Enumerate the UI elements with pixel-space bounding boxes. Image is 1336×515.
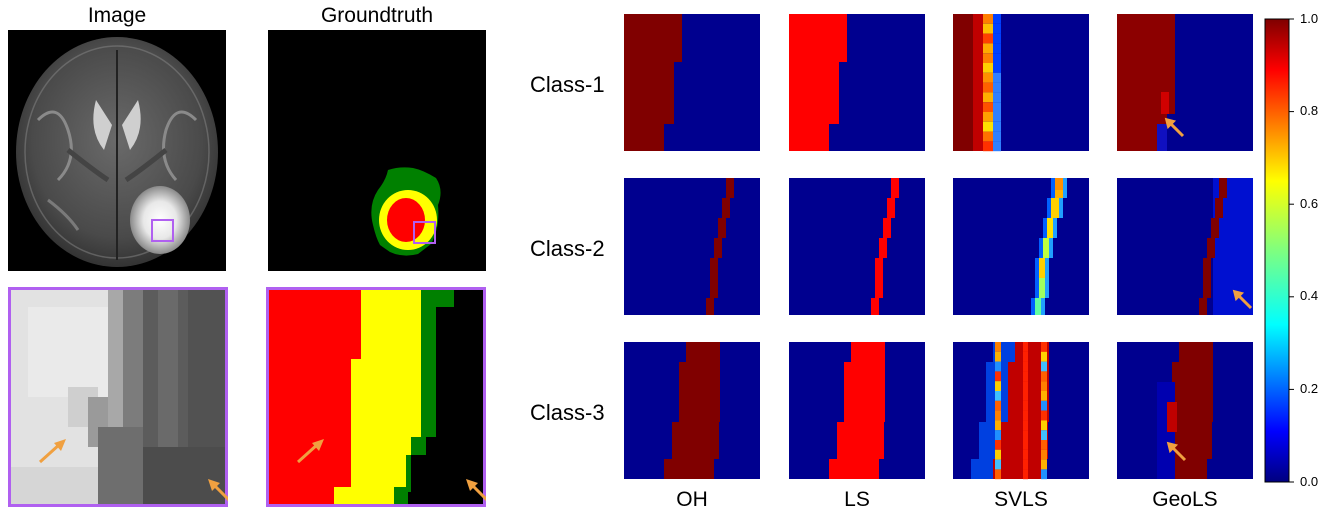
- arrow-icon: [1164, 117, 1185, 138]
- arrow-icon: [38, 439, 66, 464]
- zoomed-groundtruth-patch: [266, 287, 486, 507]
- col-label-geols: GeoLS: [1152, 488, 1218, 511]
- heatmap-background: [789, 178, 925, 315]
- groundtruth-segmentation: [268, 30, 486, 271]
- heatmap-class-2-oh: [624, 178, 760, 315]
- colorbar-tick: 0.8: [1300, 103, 1319, 118]
- heatmap-class-1-svls: [953, 14, 1089, 152]
- row-label-class-3: Class-3: [530, 400, 605, 425]
- heatmap-class-1-oh: [624, 14, 760, 151]
- image-title: Image: [87, 4, 147, 27]
- heatmap-class-2-geols: [1117, 178, 1253, 315]
- arrow-icon: [296, 439, 324, 464]
- heatmap-background: [953, 178, 1089, 315]
- brain-mri-image: [8, 30, 226, 271]
- zoomed-image-patch: [8, 287, 228, 507]
- heatmap-class-3-ls: [789, 342, 925, 479]
- arrow-icon: [466, 479, 486, 502]
- colorbar: [1264, 18, 1294, 483]
- heatmap-class-1-geols: [1117, 14, 1253, 151]
- col-label-ls: LS: [844, 488, 870, 511]
- colorbar-tick: 0.0: [1300, 474, 1319, 489]
- heatmap-class-3-geols: [1117, 342, 1253, 479]
- col-label-oh: OH: [676, 488, 708, 511]
- arrow-icon: [1166, 441, 1187, 462]
- arrow-icon: [208, 479, 228, 502]
- arrow-icon: [1232, 289, 1253, 310]
- colorbar-tick: 0.4: [1300, 288, 1319, 303]
- groundtruth-title: Groundtruth: [320, 4, 434, 27]
- heatmap-grid: [624, 14, 1253, 480]
- heatmap-class-2-svls: [953, 178, 1089, 315]
- colorbar-tick: 0.2: [1300, 381, 1319, 396]
- heatmap-background: [624, 178, 760, 315]
- heatmap-class-1-ls: [789, 14, 925, 151]
- col-label-svls: SVLS: [994, 488, 1048, 511]
- colorbar-tick: 1.0: [1300, 11, 1319, 26]
- heatmap-class-2-ls: [789, 178, 925, 315]
- colorbar-tick: 0.6: [1300, 196, 1319, 211]
- heatmap-class-3-oh: [624, 342, 760, 479]
- row-label-class-2: Class-2: [530, 236, 605, 261]
- row-label-class-1: Class-1: [530, 72, 605, 97]
- heatmap-class-3-svls: [953, 342, 1089, 480]
